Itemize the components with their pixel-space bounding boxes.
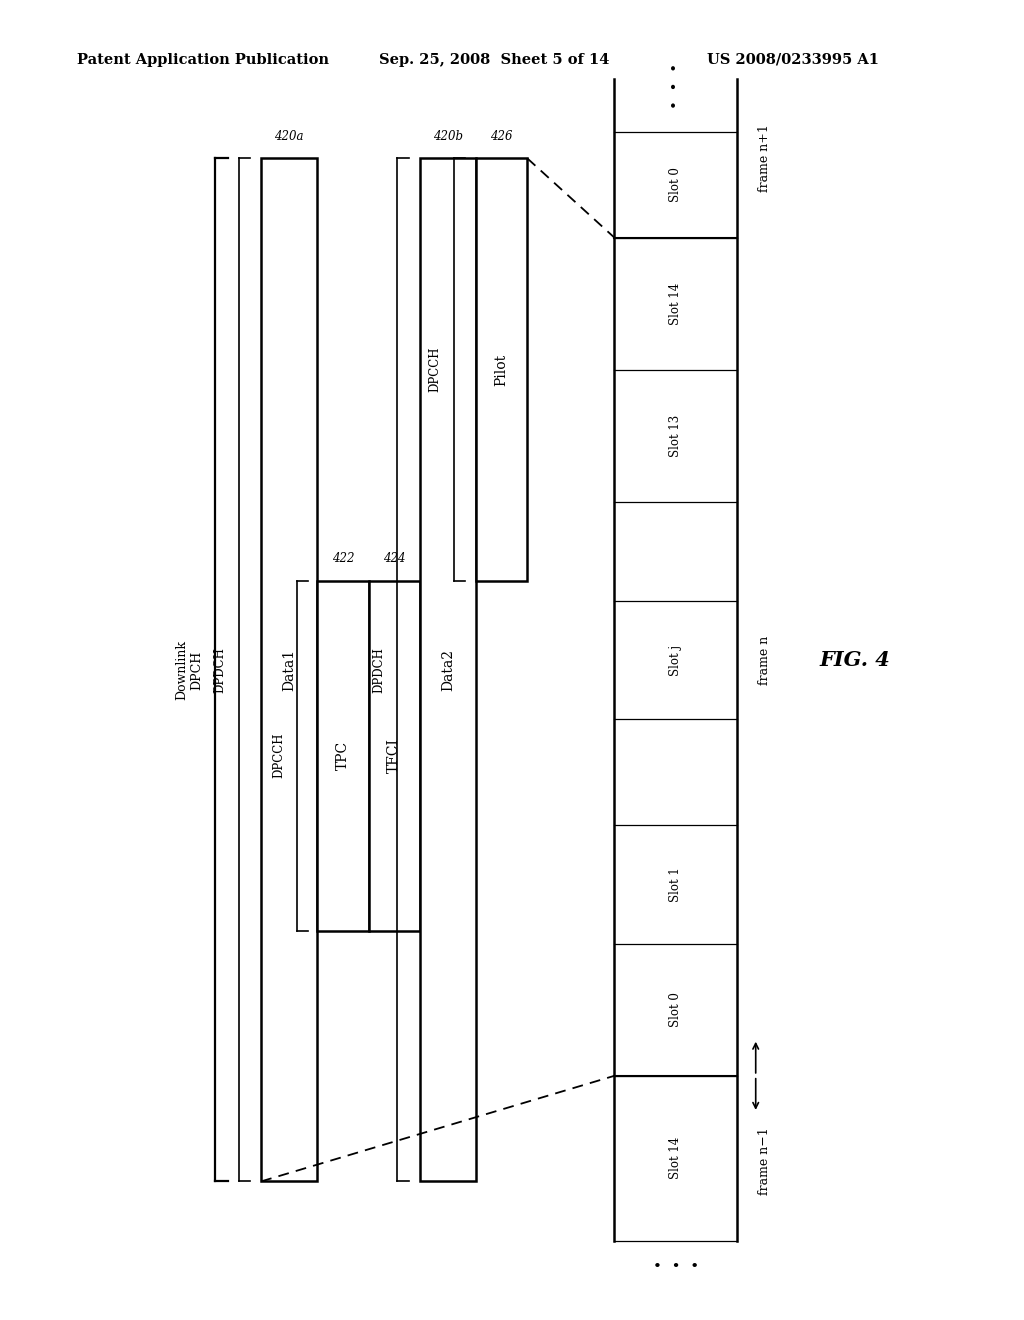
Text: Patent Application Publication: Patent Application Publication [77, 53, 329, 67]
Text: TPC: TPC [336, 741, 350, 771]
Text: DPDCH: DPDCH [373, 647, 385, 693]
Text: frame n: frame n [758, 635, 771, 685]
Text: frame n+1: frame n+1 [758, 124, 771, 193]
Text: •  •  •: • • • [669, 63, 683, 108]
Bar [261, 158, 317, 1181]
Text: Slot 0: Slot 0 [670, 993, 682, 1027]
Text: 420a: 420a [274, 129, 304, 143]
Text: 420b: 420b [433, 129, 463, 143]
Text: Slot 13: Slot 13 [670, 414, 682, 457]
Bar [420, 158, 476, 1181]
Text: Slot 14: Slot 14 [670, 1137, 682, 1180]
Text: FIG. 4: FIG. 4 [819, 649, 890, 671]
Text: Slot 14: Slot 14 [670, 282, 682, 325]
Text: frame n−1: frame n−1 [758, 1127, 771, 1196]
Text: Pilot: Pilot [495, 354, 509, 385]
Text: US 2008/0233995 A1: US 2008/0233995 A1 [707, 53, 879, 67]
Text: Data1: Data1 [283, 649, 296, 690]
Text: DPDCH: DPDCH [214, 647, 226, 693]
Text: DPCCH: DPCCH [272, 733, 285, 779]
Text: Downlink
DPCH: Downlink DPCH [175, 640, 204, 700]
Bar [476, 158, 527, 581]
Text: Data2: Data2 [441, 649, 455, 690]
Text: •  •  •: • • • [652, 1261, 699, 1274]
Bar [369, 581, 420, 931]
Text: Slot j: Slot j [670, 644, 682, 676]
Text: Sep. 25, 2008  Sheet 5 of 14: Sep. 25, 2008 Sheet 5 of 14 [379, 53, 609, 67]
Text: Slot 0: Slot 0 [670, 168, 682, 202]
Bar [317, 581, 369, 931]
Text: 424: 424 [383, 552, 406, 565]
Text: Slot 1: Slot 1 [670, 867, 682, 902]
Text: TFCI: TFCI [387, 738, 401, 774]
Text: 426: 426 [490, 129, 513, 143]
Text: 422: 422 [332, 552, 354, 565]
Text: DPCCH: DPCCH [429, 347, 441, 392]
